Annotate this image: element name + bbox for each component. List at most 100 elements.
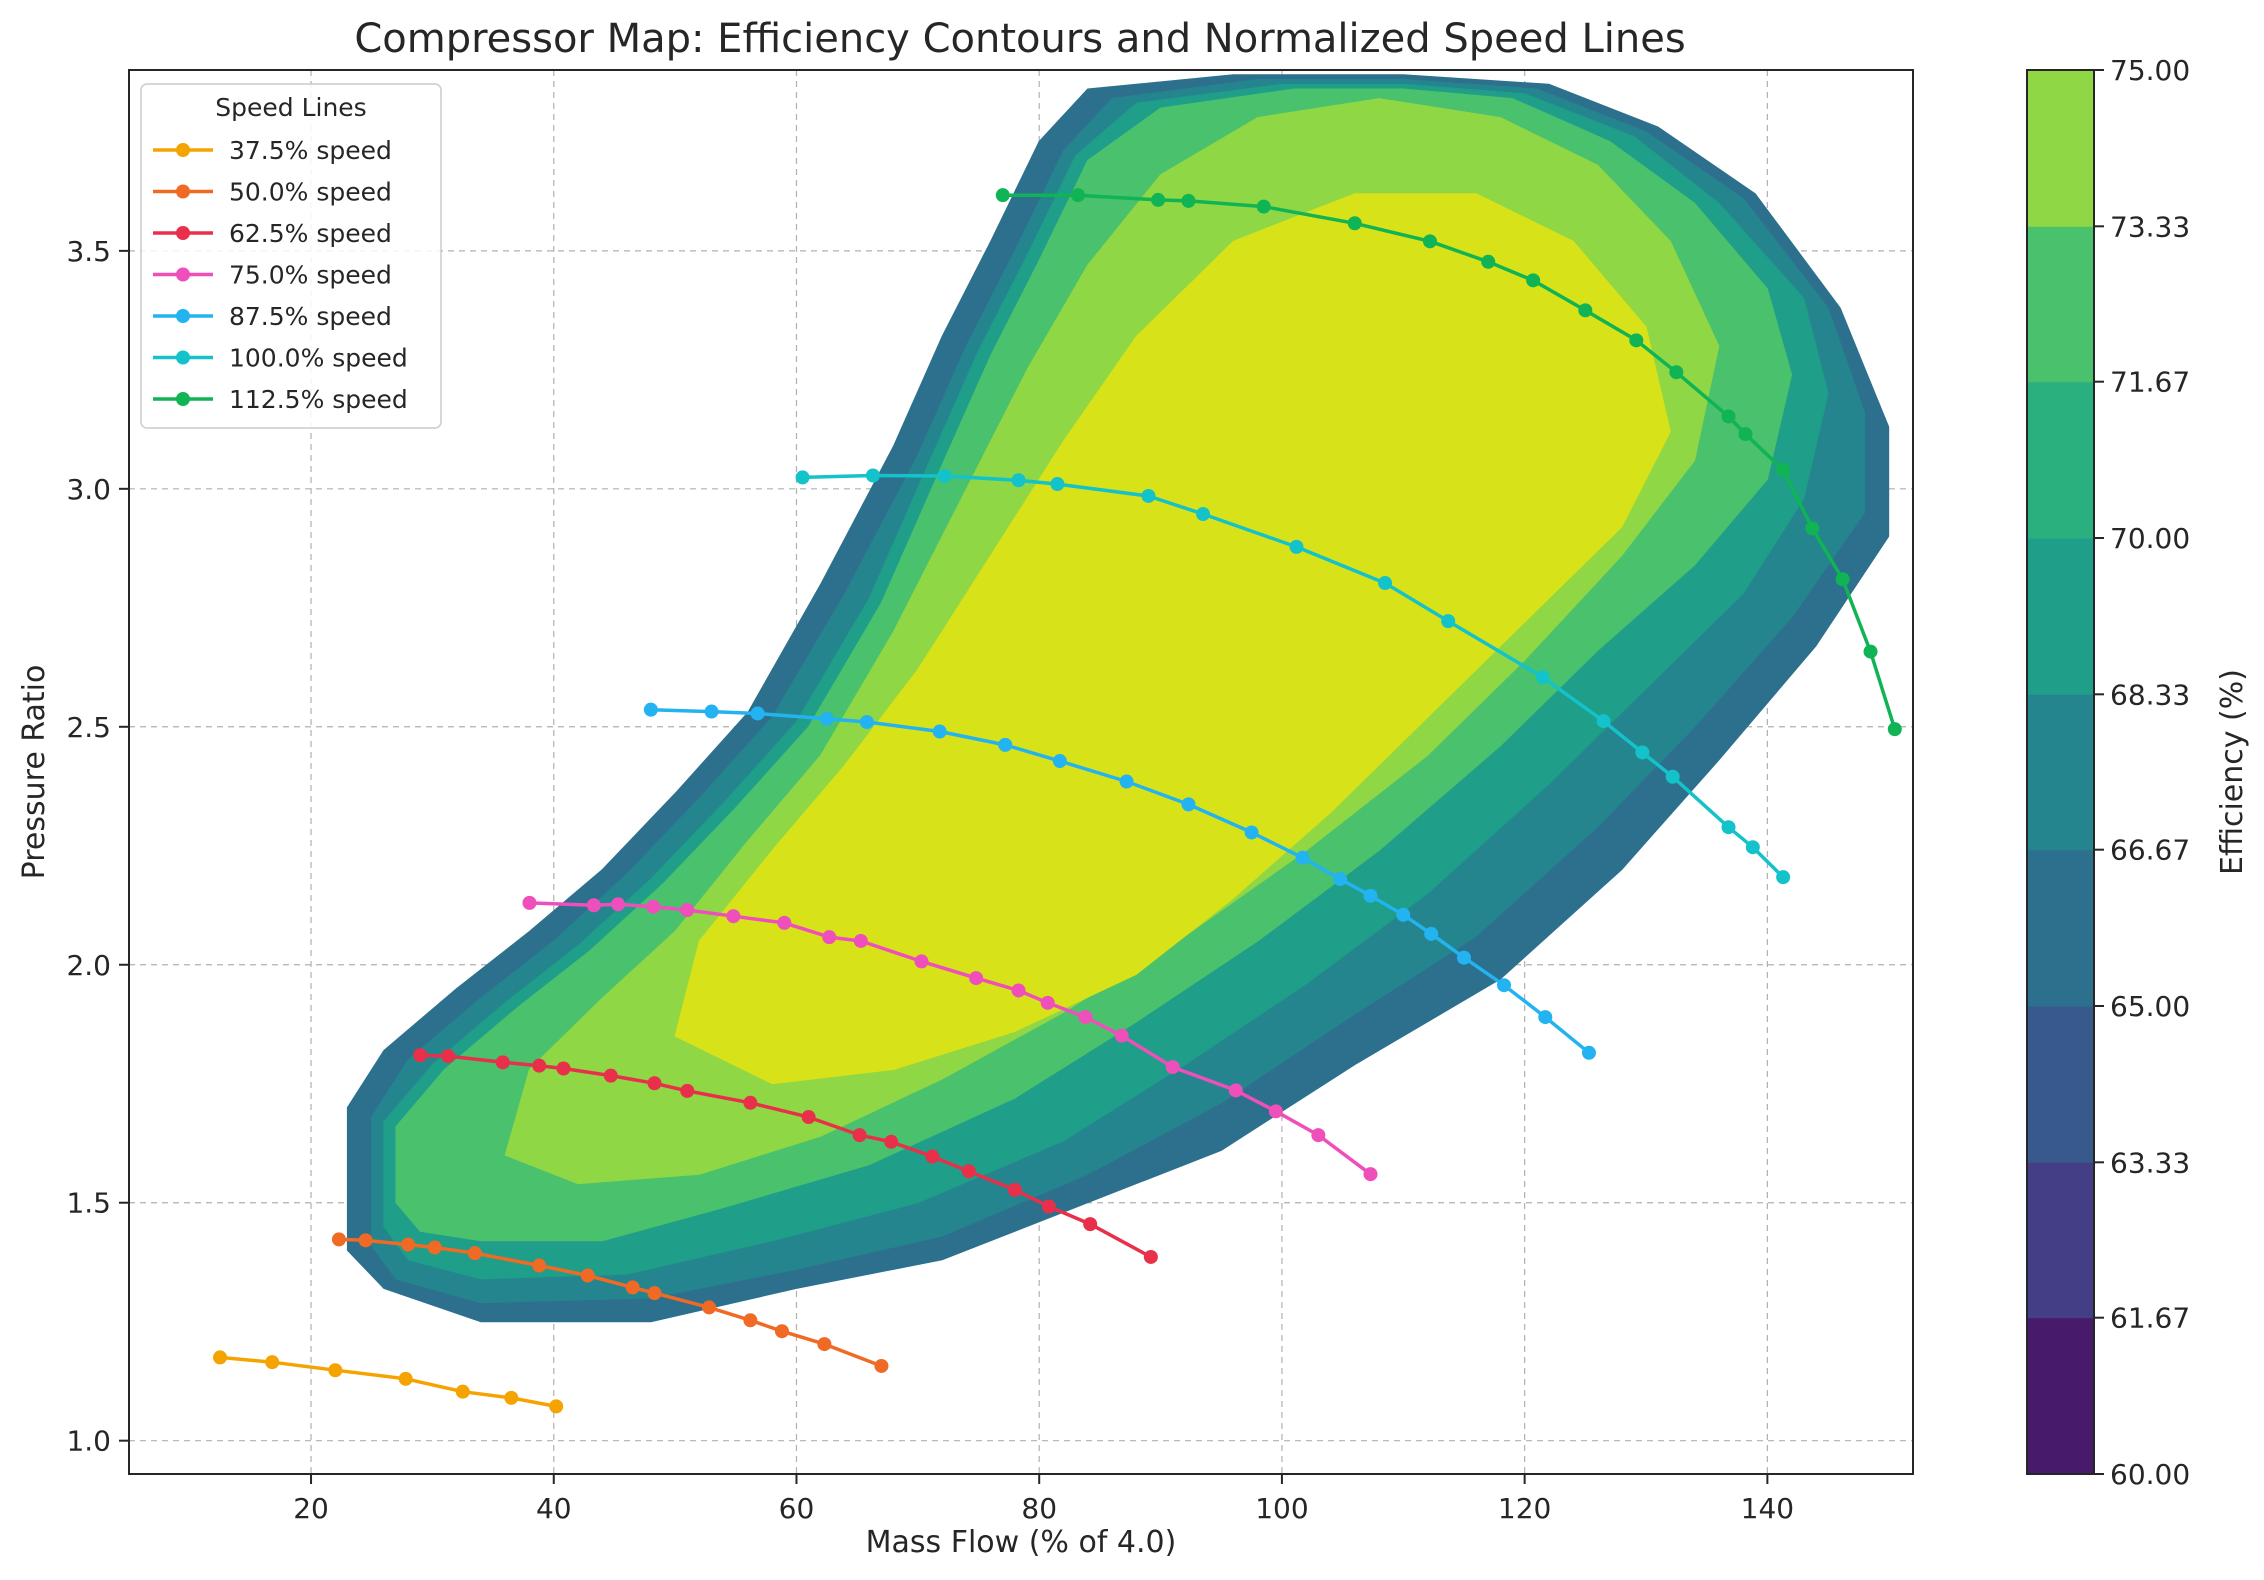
series-point [586, 898, 601, 913]
series-point [874, 1358, 889, 1373]
colorbar-tick-label: 73.33 [2110, 210, 2190, 243]
series-point [853, 933, 868, 948]
axis-ticks: 20 40 60 80 100 120 140 1.0 1.5 2.0 2.5 3.0 3.5 [66, 235, 1794, 1525]
series-point [726, 909, 741, 924]
series-point [1181, 193, 1196, 208]
series-point [556, 1061, 571, 1076]
colorbar-segment [2027, 1317, 2094, 1475]
y-axis-label: Pressure Ratio [17, 665, 52, 880]
series-point [1333, 872, 1348, 887]
series-point [1776, 462, 1791, 477]
colorbar-frame [2026, 69, 2095, 1475]
legend-label: 87.5% speed [229, 302, 392, 331]
colorbar-segment [2027, 70, 2094, 227]
colorbar-segment [2027, 849, 2094, 1007]
series-point [646, 899, 661, 914]
x-tick-label: 100 [1255, 1492, 1308, 1525]
series-point [1669, 365, 1684, 380]
colorbar-label: Efficiency (%) [2215, 669, 2250, 875]
legend-label: 112.5% speed [229, 385, 408, 414]
series-point [643, 702, 658, 717]
legend-swatch-marker [176, 267, 190, 282]
x-axis-label: Mass Flow (% of 4.0) [866, 1525, 1177, 1560]
colorbar-segment [2027, 1162, 2094, 1319]
series-point [1424, 926, 1439, 941]
plot-frame [128, 69, 1914, 1475]
series-point [925, 1149, 940, 1164]
efficiency-contours [346, 74, 1890, 1323]
x-tick-label: 40 [536, 1492, 572, 1525]
series-point [1481, 254, 1496, 269]
series-point [750, 706, 765, 721]
series-point [1011, 983, 1026, 998]
series-point [331, 1232, 346, 1247]
series-point [1863, 644, 1878, 659]
series-point [1165, 1060, 1180, 1075]
series-point [647, 1076, 662, 1091]
series-point [852, 1128, 867, 1143]
series-point [1721, 820, 1736, 835]
y-tick-label: 3.0 [66, 473, 111, 506]
colorbar-segment [2027, 1006, 2094, 1163]
series-point [1805, 521, 1820, 536]
series-point [441, 1049, 456, 1064]
colorbar: 60.00 61.67 63.33 65.00 66.67 68.33 70.00 71.67… [2026, 54, 2190, 1491]
series-point [704, 704, 719, 719]
contour-region [674, 193, 1671, 1085]
series-point [1422, 234, 1437, 249]
series-point [1887, 722, 1902, 737]
x-tick-label: 80 [1021, 1492, 1057, 1525]
series-point [1441, 614, 1456, 629]
series-point [932, 724, 947, 739]
legend-label: 100.0% speed [229, 344, 408, 373]
y-tick-label: 3.5 [66, 235, 111, 268]
colorbar-tick-label: 70.00 [2110, 522, 2190, 555]
series-point [961, 1164, 976, 1179]
series-point [801, 1110, 816, 1125]
series-point [1311, 1128, 1326, 1143]
colorbar-segment [2027, 381, 2094, 539]
series-point [1040, 995, 1055, 1010]
series-point [549, 1399, 564, 1414]
series-point [1347, 216, 1362, 231]
legend-label: 62.5% speed [229, 219, 392, 248]
series-point [1011, 473, 1026, 488]
legend-swatch-marker [176, 184, 190, 199]
series-point [1745, 840, 1760, 855]
series-point [819, 711, 834, 726]
series-point [398, 1371, 413, 1386]
speed-lines [213, 188, 1902, 1414]
series-point [1363, 1167, 1378, 1182]
series-point [1721, 409, 1736, 424]
series-point [859, 715, 874, 730]
series-point [937, 468, 952, 483]
legend-box [140, 83, 442, 429]
series-point [1629, 333, 1644, 348]
series-point [401, 1237, 416, 1252]
series-point [1456, 950, 1471, 965]
series-point [1151, 192, 1166, 207]
chart-title: Compressor Map: Efficiency Contours and … [354, 16, 1685, 62]
series-point [1835, 572, 1850, 587]
series-point [413, 1048, 428, 1063]
legend-label: 75.0% speed [229, 261, 392, 290]
y-tick-label: 1.5 [66, 1187, 111, 1220]
series-point [1596, 714, 1611, 729]
series-point [1196, 507, 1211, 522]
series-point [467, 1246, 482, 1261]
legend-swatch-marker [176, 143, 190, 157]
series-point [774, 1324, 789, 1339]
y-tick-label: 2.0 [66, 949, 111, 982]
series-point [603, 1068, 618, 1083]
series-point [1181, 797, 1196, 812]
series-point [522, 895, 537, 910]
series-point [680, 903, 695, 918]
series-point [1078, 1010, 1093, 1025]
series-point [1143, 1249, 1158, 1264]
series-point [995, 188, 1010, 203]
colorbar-segment [2027, 694, 2094, 851]
series-point [1295, 850, 1310, 865]
series-point [455, 1384, 470, 1399]
series-point [743, 1313, 758, 1328]
series-point [884, 1134, 899, 1149]
